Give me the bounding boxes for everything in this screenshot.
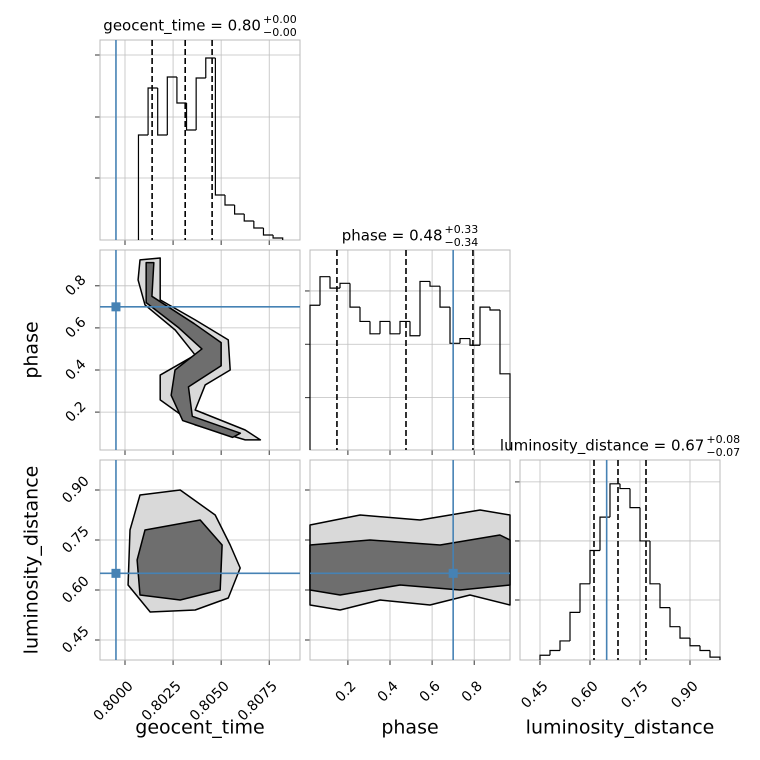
panel-title: geocent_time = 0.80 bbox=[103, 17, 261, 36]
histogram-bin bbox=[669, 607, 680, 628]
histogram-bin bbox=[319, 276, 330, 306]
y-tick-label: 0.90 bbox=[59, 473, 92, 506]
histogram-bin bbox=[439, 286, 450, 308]
histogram-bin bbox=[176, 77, 187, 104]
title-upper: +0.33 bbox=[445, 223, 479, 236]
histogram-bin bbox=[449, 307, 460, 344]
histogram-bin bbox=[379, 320, 390, 334]
histogram-bin bbox=[579, 583, 590, 613]
x-tick-label: 0.4 bbox=[375, 678, 402, 705]
histogram-bin bbox=[639, 507, 650, 542]
x-tick-label: 0.8000 bbox=[91, 678, 137, 724]
panel-frame bbox=[519, 459, 721, 661]
histogram-bin bbox=[539, 654, 550, 660]
x-tick-label: 0.75 bbox=[618, 678, 651, 711]
histogram-bin bbox=[559, 640, 570, 651]
x-tick-label: 0.45 bbox=[518, 678, 551, 711]
histogram-bin bbox=[659, 583, 670, 609]
y-axis-title: luminosity_distance bbox=[21, 466, 43, 655]
histogram-bin bbox=[599, 516, 610, 551]
title-lower: −0.34 bbox=[445, 236, 479, 249]
histogram-bin bbox=[699, 645, 710, 652]
histogram-bin bbox=[195, 77, 206, 130]
panel-frame bbox=[99, 39, 301, 241]
histogram-bin bbox=[459, 337, 470, 344]
panel-frame bbox=[99, 459, 301, 661]
histogram-bin bbox=[609, 483, 620, 518]
truth-marker bbox=[111, 302, 121, 312]
x-axis-title: luminosity_distance bbox=[526, 717, 715, 739]
x-axis-title: phase bbox=[381, 717, 438, 739]
x-tick-label: 0.2 bbox=[332, 678, 359, 705]
panel-title: luminosity_distance = 0.67 bbox=[500, 437, 704, 456]
histogram-bin bbox=[329, 276, 340, 289]
histogram-bin bbox=[689, 638, 700, 647]
histogram-bin bbox=[619, 483, 630, 490]
histogram-bin bbox=[166, 76, 177, 135]
histogram-bin bbox=[709, 650, 721, 660]
histogram-bin bbox=[419, 280, 430, 336]
truth-marker bbox=[448, 568, 458, 578]
histogram-bin bbox=[549, 649, 560, 656]
histogram-bin bbox=[253, 221, 264, 229]
y-tick-label: 0.2 bbox=[62, 399, 89, 426]
histogram-bin bbox=[569, 611, 580, 641]
histogram-bin bbox=[262, 228, 274, 236]
y-tick-label: 0.4 bbox=[62, 356, 89, 383]
contour bbox=[137, 257, 262, 441]
x-tick-label: 0.6 bbox=[417, 678, 444, 705]
histogram-bin bbox=[309, 304, 320, 450]
histogram-bin bbox=[629, 488, 640, 509]
histogram-bin bbox=[359, 307, 370, 323]
x-tick-label: 0.8 bbox=[459, 678, 486, 705]
histogram-bin bbox=[589, 549, 600, 584]
x-axis-title: geocent_time bbox=[135, 717, 264, 739]
histogram-bin bbox=[479, 306, 490, 346]
panel-frame bbox=[309, 249, 511, 451]
contour bbox=[309, 534, 511, 596]
histogram-bin bbox=[399, 320, 410, 334]
contour bbox=[136, 519, 223, 601]
histogram-bin bbox=[409, 321, 420, 337]
histogram-bin bbox=[349, 283, 360, 308]
y-tick-label: 0.60 bbox=[59, 573, 92, 606]
title-upper: +0.00 bbox=[263, 13, 297, 26]
y-tick-label: 0.45 bbox=[59, 623, 92, 656]
title-lower: −0.00 bbox=[263, 26, 297, 39]
y-tick-label: 0.75 bbox=[59, 523, 92, 556]
histogram-bin bbox=[214, 58, 225, 196]
x-tick-label: 0.60 bbox=[568, 678, 601, 711]
truth-marker bbox=[111, 568, 121, 578]
histogram-bin bbox=[469, 338, 480, 346]
histogram-bin bbox=[649, 540, 660, 585]
histogram-bin bbox=[157, 88, 168, 136]
histogram-bin bbox=[339, 282, 350, 289]
y-tick-label: 0.8 bbox=[62, 272, 89, 299]
histogram-bin bbox=[224, 195, 235, 206]
histogram-bin bbox=[272, 235, 284, 240]
y-axis-title: phase bbox=[21, 321, 43, 378]
histogram-bin bbox=[499, 310, 511, 450]
histogram-bin bbox=[185, 103, 197, 131]
histogram-bin bbox=[137, 134, 149, 240]
histogram-bin bbox=[679, 626, 690, 639]
panel-title: phase = 0.48 bbox=[342, 227, 443, 245]
title-upper: +0.08 bbox=[706, 433, 740, 446]
histogram-bin bbox=[205, 57, 216, 78]
histogram-bin bbox=[234, 205, 245, 215]
title-lower: −0.07 bbox=[706, 446, 740, 459]
y-tick-label: 0.6 bbox=[62, 314, 89, 341]
histogram-bin bbox=[147, 87, 158, 135]
histogram-bin bbox=[369, 321, 380, 335]
histogram-bin bbox=[389, 321, 400, 335]
histogram-bin bbox=[243, 214, 254, 222]
contour bbox=[145, 261, 242, 439]
histogram-bin bbox=[429, 281, 440, 287]
panel-frame bbox=[99, 249, 301, 451]
histogram-bin bbox=[489, 307, 500, 311]
x-tick-label: 0.90 bbox=[668, 678, 701, 711]
